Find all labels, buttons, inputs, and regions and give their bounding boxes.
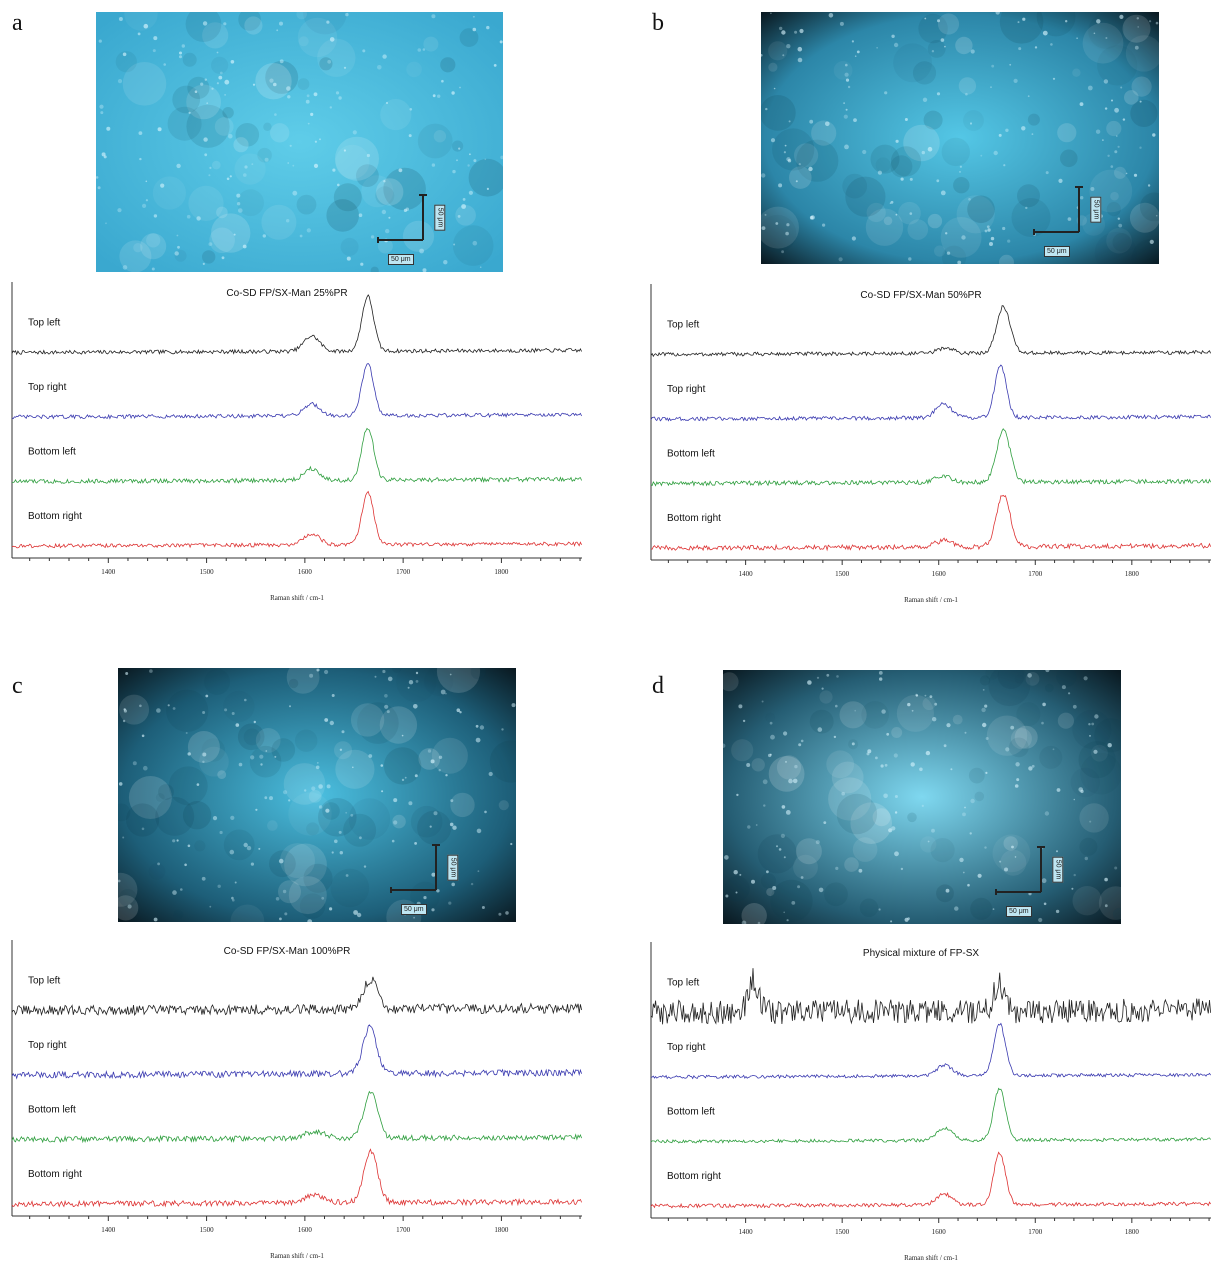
x-tick-label: 1600 <box>298 1226 313 1234</box>
series-line <box>11 1024 582 1080</box>
micrograph: 50 μm 50 μm <box>723 670 1121 924</box>
series-line <box>11 363 582 420</box>
x-tick-label: 1400 <box>101 568 116 576</box>
series-line <box>650 428 1211 487</box>
series-label: Bottom left <box>28 1104 76 1115</box>
scale-label-horizontal: 50 μm <box>1006 906 1032 917</box>
micrograph-image <box>723 670 1121 924</box>
x-tick-label: 1700 <box>396 568 411 576</box>
series-label: Bottom left <box>667 1106 715 1117</box>
series-label: Top right <box>667 384 706 395</box>
panel-letter: d <box>652 673 664 699</box>
series-label: Bottom left <box>667 448 715 459</box>
x-tick-label: 1500 <box>200 1226 215 1234</box>
panel-c: c 50 μm 50 μm 1400 1500 1600 1700 1800 Raman s… <box>0 635 606 1271</box>
raman-spectrum: 1400 1500 1600 1700 1800 Raman shift / cm-1 Co… <box>10 280 584 610</box>
spectrum-svg: 1400 1500 1600 1700 1800 Raman shift / cm-1 Co… <box>11 282 582 602</box>
series-line <box>650 494 1211 552</box>
x-tick-label: 1400 <box>739 570 754 578</box>
series-label: Top right <box>28 382 67 393</box>
scale-bar <box>995 846 1045 895</box>
panel-a: a 50 μm 50 μm 1400 1500 1600 1700 1800 Raman s… <box>0 0 606 635</box>
micrograph-image <box>96 12 503 272</box>
x-tick-label: 1700 <box>1028 1228 1043 1236</box>
x-tick-label: 1800 <box>1125 570 1140 578</box>
series-label: Bottom right <box>28 1169 82 1180</box>
series-label: Top right <box>667 1042 706 1053</box>
panel-letter: b <box>652 10 664 36</box>
panel-letter: a <box>12 10 23 36</box>
scale-bar <box>390 844 440 893</box>
x-tick-label: 1400 <box>739 1228 754 1236</box>
x-axis-label: Raman shift / cm-1 <box>904 1254 958 1262</box>
scale-bar <box>1033 186 1083 235</box>
raman-spectrum: 1400 1500 1600 1700 1800 Raman shift / cm-1 Co… <box>10 938 584 1268</box>
micrograph: 50 μm 50 μm <box>96 12 503 272</box>
series-label: Bottom right <box>28 511 82 522</box>
panel-b: b 50 μm 50 μm 1400 1500 1600 1700 1800 Raman s… <box>640 0 1213 635</box>
series-label: Bottom right <box>667 1171 721 1182</box>
series-line <box>650 305 1211 358</box>
series-label: Top left <box>28 975 60 986</box>
x-tick-label: 1600 <box>932 570 947 578</box>
micrograph-image <box>118 668 516 922</box>
series-line <box>11 427 582 484</box>
x-tick-label: 1500 <box>200 568 215 576</box>
scale-label-vertical: 50 μm <box>434 204 446 231</box>
scale-label-vertical: 50 μm <box>1052 856 1064 883</box>
x-tick-label: 1800 <box>494 1226 509 1234</box>
series-line <box>11 1148 582 1208</box>
series-line <box>650 1087 1211 1144</box>
spectrum-svg: 1400 1500 1600 1700 1800 Raman shift / cm-1 Co… <box>650 284 1211 604</box>
micrograph: 50 μm 50 μm <box>761 12 1159 264</box>
scale-label-horizontal: 50 μm <box>401 904 427 915</box>
scale-label-horizontal: 50 μm <box>388 254 414 265</box>
panel-letter: c <box>12 673 23 699</box>
x-tick-label: 1500 <box>835 570 850 578</box>
series-line <box>11 490 582 549</box>
series-line <box>650 1022 1211 1080</box>
x-tick-label: 1700 <box>396 1226 411 1234</box>
x-tick-label: 1400 <box>101 1226 116 1234</box>
series-label: Top left <box>667 977 699 988</box>
spectrum-svg: 1400 1500 1600 1700 1800 Raman shift / cm-1 Ph… <box>650 942 1211 1262</box>
x-axis-label: Raman shift / cm-1 <box>270 1252 324 1260</box>
raman-spectrum: 1400 1500 1600 1700 1800 Raman shift / cm-1 Ph… <box>649 940 1213 1270</box>
scale-label-vertical: 50 μm <box>1090 196 1102 223</box>
series-line <box>650 968 1211 1025</box>
chart-title: Co-SD FP/SX-Man 25%PR <box>226 288 347 299</box>
chart-title: Physical mixture of FP-SX <box>863 948 979 959</box>
micrograph-image <box>761 12 1159 264</box>
x-tick-label: 1700 <box>1028 570 1043 578</box>
series-label: Bottom right <box>667 513 721 524</box>
spectrum-svg: 1400 1500 1600 1700 1800 Raman shift / cm-1 Co… <box>11 940 582 1260</box>
scale-bar <box>377 194 427 243</box>
series-label: Top right <box>28 1040 67 1051</box>
x-tick-label: 1800 <box>1125 1228 1140 1236</box>
x-axis-label: Raman shift / cm-1 <box>270 594 324 602</box>
series-line <box>650 1151 1211 1209</box>
x-tick-label: 1500 <box>835 1228 850 1236</box>
chart-title: Co-SD FP/SX-Man 50%PR <box>860 290 981 301</box>
series-line <box>11 976 582 1017</box>
series-label: Top left <box>667 319 699 330</box>
x-tick-label: 1600 <box>932 1228 947 1236</box>
x-tick-label: 1800 <box>494 568 509 576</box>
series-line <box>650 364 1211 422</box>
panel-d: d 50 μm 50 μm 1400 1500 1600 1700 1800 Raman s… <box>640 635 1213 1271</box>
chart-title: Co-SD FP/SX-Man 100%PR <box>224 946 351 957</box>
series-line <box>11 294 582 356</box>
scale-label-vertical: 50 μm <box>447 854 459 881</box>
scale-label-horizontal: 50 μm <box>1044 246 1070 257</box>
x-tick-label: 1600 <box>298 568 313 576</box>
raman-spectrum: 1400 1500 1600 1700 1800 Raman shift / cm-1 Co… <box>649 282 1213 612</box>
series-label: Bottom left <box>28 446 76 457</box>
series-line <box>11 1090 582 1144</box>
x-axis-label: Raman shift / cm-1 <box>904 596 958 604</box>
series-label: Top left <box>28 317 60 328</box>
micrograph: 50 μm 50 μm <box>118 668 516 922</box>
